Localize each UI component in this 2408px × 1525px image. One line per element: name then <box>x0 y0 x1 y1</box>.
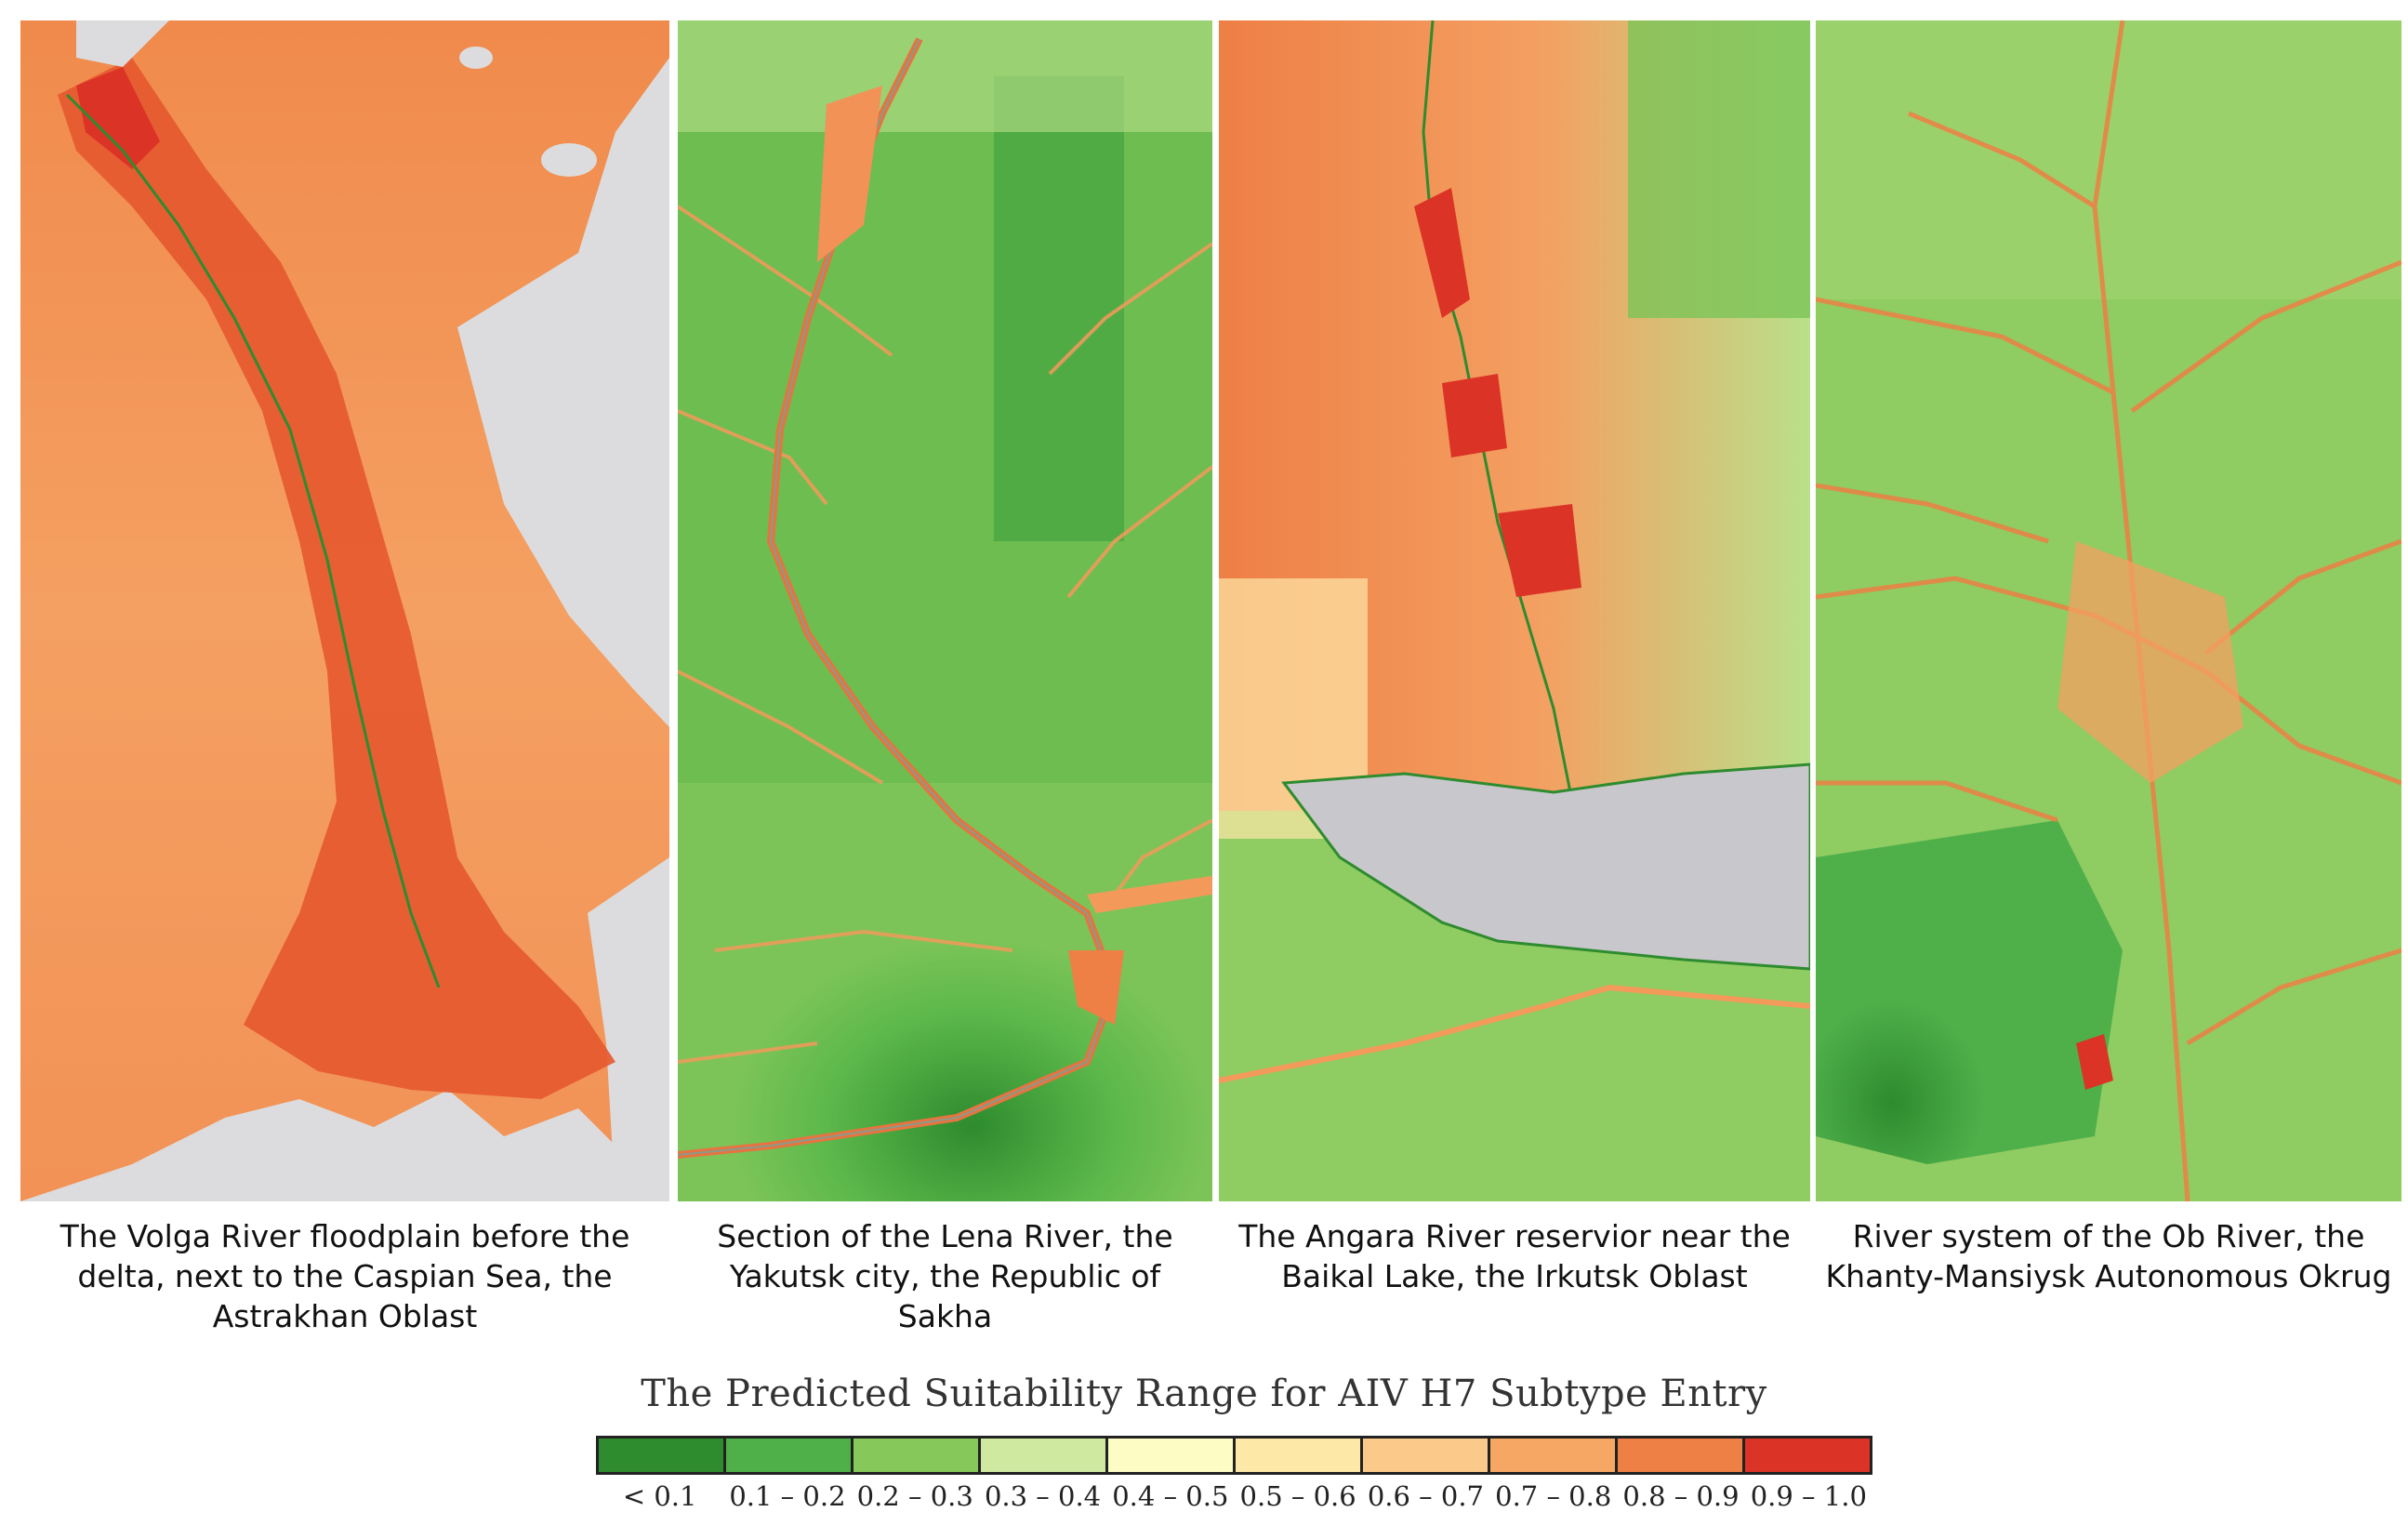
legend-label: 0.2 – 0.3 <box>856 1480 973 1512</box>
tributary-east <box>1087 876 1212 913</box>
legend-swatch <box>599 1439 726 1472</box>
legend-swatch <box>726 1439 853 1472</box>
legend-label: 0.5 – 0.6 <box>1239 1480 1356 1512</box>
high-zone-1 <box>1414 188 1470 318</box>
forest-zone <box>994 76 1124 541</box>
northeast-zone <box>1628 20 1810 318</box>
lena-map <box>678 20 1212 1201</box>
legend-label: 0.6 – 0.7 <box>1367 1480 1485 1512</box>
volga-map <box>20 20 669 1201</box>
legend-label: 0.7 – 0.8 <box>1495 1480 1612 1512</box>
yakutsk-city <box>1068 950 1124 1025</box>
central-floodplain <box>2057 541 2243 783</box>
caption-angara: The Angara River reservior near the Baik… <box>1238 1218 1791 1294</box>
legend-label: 0.1 – 0.2 <box>729 1480 846 1512</box>
caspian-sea-south <box>588 857 669 1201</box>
caption-ob: River system of the Ob River, the Khanty… <box>1825 1218 2392 1294</box>
map-panel-lena <box>678 20 1212 1201</box>
legend-label: 0.3 – 0.4 <box>984 1480 1102 1512</box>
legend-swatch <box>1108 1439 1236 1472</box>
angara-map <box>1219 20 1810 1201</box>
legend-labels: < 0.1 0.1 – 0.2 0.2 – 0.3 0.3 – 0.4 0.4 … <box>596 1480 1872 1518</box>
legend-swatch <box>981 1439 1108 1472</box>
legend-swatch <box>1363 1439 1490 1472</box>
volga-high-zone <box>76 67 160 169</box>
lake <box>541 143 597 177</box>
baikal-lake <box>1281 762 1810 971</box>
legend-label: < 0.1 <box>622 1480 697 1512</box>
legend-swatch <box>1745 1439 1870 1472</box>
legend-swatch <box>853 1439 981 1472</box>
high-zone-2 <box>1442 374 1507 458</box>
caspian-sea <box>457 58 669 727</box>
volga-river <box>65 93 441 988</box>
lena-valley-upper <box>817 86 882 262</box>
legend-label: 0.9 – 1.0 <box>1750 1480 1867 1512</box>
caption-lena: Section of the Lena River, the Yakutsk c… <box>717 1218 1173 1334</box>
legend-swatch <box>1236 1439 1363 1472</box>
caspian-sea-coast <box>20 1090 669 1201</box>
map-panel-volga <box>20 20 669 1201</box>
lena-river-channel <box>678 38 1117 1156</box>
north-zone <box>1816 20 2401 299</box>
caption-volga: The Volga River floodplain before the de… <box>60 1218 630 1334</box>
legend-swatch <box>1490 1439 1618 1472</box>
legend-label: 0.4 – 0.5 <box>1112 1480 1229 1512</box>
legend-color-bar <box>596 1436 1872 1475</box>
ob-map <box>1816 20 2401 1201</box>
legend-swatch <box>1618 1439 1745 1472</box>
high-zone-3 <box>1498 504 1581 597</box>
volga-floodplain <box>58 58 615 1099</box>
legend-label: 0.8 – 0.9 <box>1622 1480 1740 1512</box>
map-panel-angara <box>1219 20 1810 1201</box>
map-panel-ob <box>1816 20 2401 1201</box>
upper-zone <box>678 20 1212 132</box>
lake <box>459 46 493 69</box>
legend-title: The Predicted Suitability Range for AIV … <box>641 1372 1767 1415</box>
low-suitability-zone <box>1816 820 2123 1164</box>
river-top <box>76 20 169 67</box>
low-suitability-zone <box>678 783 1212 1201</box>
high-zone <box>2076 1034 2113 1090</box>
southern-river <box>1219 984 1810 1083</box>
